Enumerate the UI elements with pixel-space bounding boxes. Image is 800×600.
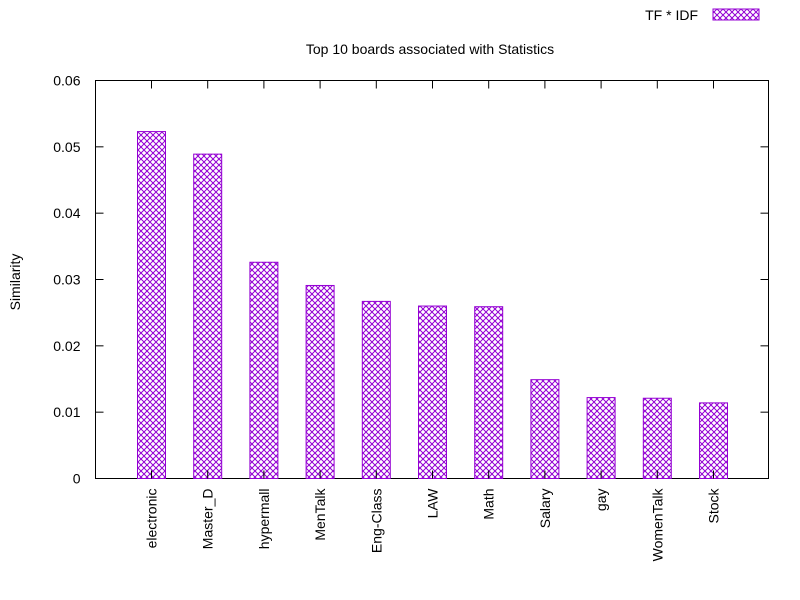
bar-hypermall xyxy=(249,261,279,479)
x-tick-label: electronic xyxy=(144,489,160,549)
bar-womentalk xyxy=(642,397,672,479)
bar-master-d xyxy=(193,153,223,479)
legend-swatch xyxy=(712,8,760,21)
bar-gay xyxy=(586,397,616,479)
y-axis-label: Similarity xyxy=(7,254,23,311)
x-tick-label: LAW xyxy=(425,488,441,519)
x-tick-label: Eng-Class xyxy=(368,489,384,554)
y-tick-label: 0.04 xyxy=(53,205,80,221)
x-tick-label: Master_D xyxy=(200,489,216,550)
legend: TF * IDF xyxy=(645,7,760,23)
x-tick-label: gay xyxy=(593,489,609,512)
y-tick-label: 0.06 xyxy=(53,73,80,89)
x-axis: electronic Master_D hypermall MenTalk Eng-Cl… xyxy=(144,80,722,562)
x-tick-label: Math xyxy=(481,489,497,520)
y-tick-label: 0.02 xyxy=(53,338,80,354)
x-tick-label: hypermall xyxy=(256,489,272,550)
bars xyxy=(137,131,728,480)
bar-stock xyxy=(699,402,728,480)
bar-electronic xyxy=(137,131,166,479)
y-axis: 0 0.01 0.02 0.03 0.04 0.05 0.06 xyxy=(53,73,769,487)
chart-title: Top 10 boards associated with Statistics xyxy=(306,41,554,57)
y-tick-label: 0.01 xyxy=(53,404,80,420)
y-tick-label: 0.03 xyxy=(53,272,80,288)
y-tick-label: 0.05 xyxy=(53,139,80,155)
bar-math xyxy=(474,306,504,479)
x-tick-label: WomenTalk xyxy=(649,488,665,562)
x-tick-label: Stock xyxy=(706,488,722,524)
bar-law xyxy=(418,305,447,479)
legend-label: TF * IDF xyxy=(645,7,698,23)
bar-salary xyxy=(530,379,560,479)
bar-mentalk xyxy=(305,284,335,479)
bar-eng-class xyxy=(361,300,391,480)
y-tick-label: 0 xyxy=(73,471,81,487)
x-tick-label: MenTalk xyxy=(312,488,328,541)
x-tick-label: Salary xyxy=(537,489,553,529)
